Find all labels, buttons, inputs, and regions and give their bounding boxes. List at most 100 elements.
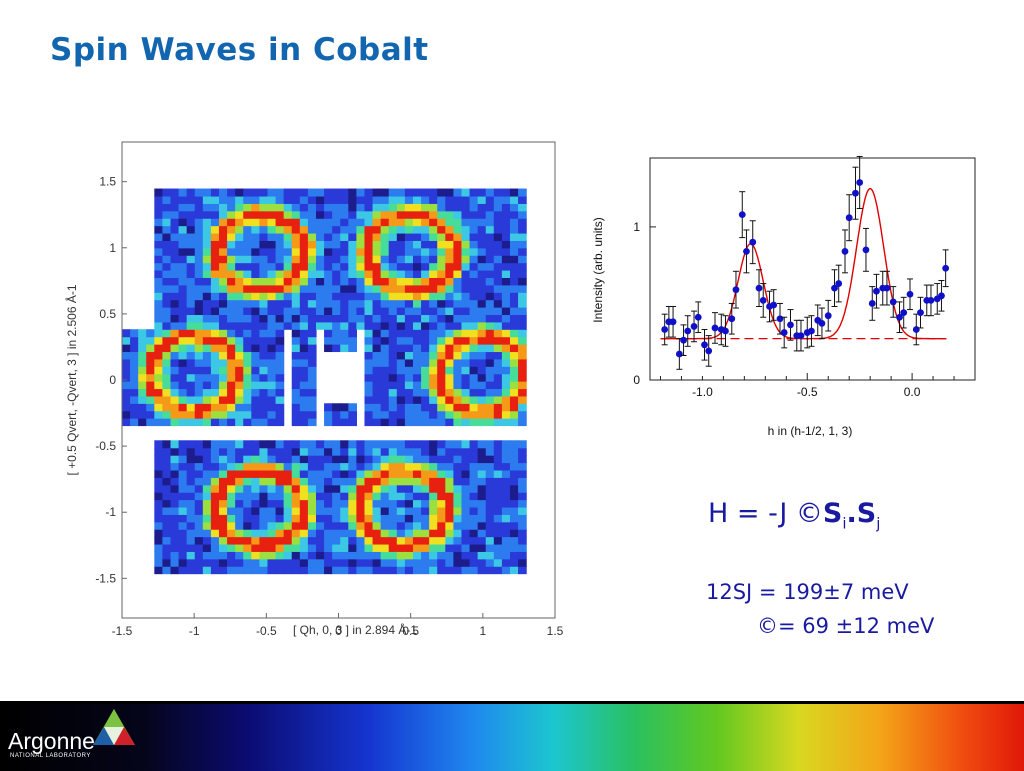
heatmap-cell xyxy=(162,314,172,323)
heatmap-cell xyxy=(364,395,374,404)
heatmap-cell xyxy=(509,188,519,197)
heatmap-cell xyxy=(235,321,244,330)
heatmap-cell xyxy=(315,484,325,493)
heatmap-cell xyxy=(170,558,180,567)
heatmap-cell xyxy=(340,447,349,456)
heatmap-cell xyxy=(453,336,463,345)
heatmap-cell xyxy=(404,529,414,538)
heatmap-cell xyxy=(251,543,260,552)
heatmap-cell xyxy=(210,410,220,419)
heatmap-cell xyxy=(340,292,349,301)
heatmap-cell xyxy=(485,307,495,316)
heatmap-cell xyxy=(162,440,172,449)
heatmap-cell xyxy=(267,255,277,264)
heatmap-cell xyxy=(194,381,204,390)
heatmap-cell xyxy=(388,403,398,412)
heatmap-cell xyxy=(380,558,390,567)
heatmap-cell xyxy=(364,403,374,412)
heatmap-cell xyxy=(437,514,446,523)
heatmap-cell xyxy=(259,240,269,249)
heatmap-cell xyxy=(388,499,398,508)
heatmap-cell xyxy=(404,558,414,567)
heatmap-cell xyxy=(259,307,269,316)
heatmap-cell xyxy=(307,203,317,212)
heatmap-cell xyxy=(412,329,422,338)
heatmap-cell xyxy=(477,395,487,404)
heatmap-cell xyxy=(437,410,446,419)
heatmap-cell xyxy=(283,269,293,278)
heatmap-cell xyxy=(324,492,333,501)
heatmap-cell xyxy=(493,299,503,308)
heatmap-cell xyxy=(162,492,172,501)
heatmap-cell xyxy=(251,344,260,353)
heatmap-cell xyxy=(453,551,463,560)
heatmap-cell xyxy=(412,410,422,419)
heatmap-cell xyxy=(453,232,463,241)
heatmap-cell xyxy=(146,336,155,345)
heatmap-cell xyxy=(469,336,479,345)
heatmap-cell xyxy=(412,477,422,486)
heatmap-cell xyxy=(227,344,236,353)
heatmap-cell xyxy=(421,262,430,271)
data-point xyxy=(675,350,683,358)
heatmap-cell xyxy=(340,543,349,552)
heatmap-cell xyxy=(372,566,382,575)
heatmap-cell xyxy=(170,440,180,449)
heatmap-cell xyxy=(518,440,527,449)
heatmap-cell xyxy=(210,381,220,390)
heatmap-cell xyxy=(493,395,503,404)
heatmap-cell xyxy=(421,410,430,419)
heatmap-cell xyxy=(404,551,414,560)
heatmap-cell xyxy=(291,381,301,390)
heatmap-cell xyxy=(130,395,139,404)
heatmap-cell xyxy=(251,381,260,390)
heatmap-cell xyxy=(178,492,188,501)
heatmap-cell xyxy=(243,321,252,330)
heatmap-cell xyxy=(477,462,487,471)
heatmap-cell xyxy=(243,203,252,212)
heatmap-cell xyxy=(243,492,252,501)
heatmap-cell xyxy=(202,521,212,530)
heatmap-cell xyxy=(404,418,414,427)
heatmap-cell xyxy=(469,536,479,545)
map-xtick-label: -0.5 xyxy=(256,624,277,638)
heatmap-cell xyxy=(194,506,204,515)
heatmap-cell xyxy=(227,269,236,278)
heatmap-cell xyxy=(235,403,244,412)
heatmap-cell xyxy=(461,255,471,264)
heatmap-cell xyxy=(404,314,414,323)
heatmap-cell xyxy=(210,440,220,449)
heatmap-cell xyxy=(356,499,366,508)
heatmap-cell xyxy=(396,314,406,323)
heatmap-cell xyxy=(170,344,180,353)
heatmap-cell xyxy=(518,551,527,560)
heatmap-cell xyxy=(332,321,341,330)
heatmap-cell xyxy=(445,292,454,301)
heatmap-cell xyxy=(218,262,228,271)
heatmap-cell xyxy=(178,447,188,456)
heatmap-cell xyxy=(332,240,341,249)
heatmap-cell xyxy=(469,329,479,338)
heatmap-cell xyxy=(218,521,228,530)
heatmap-cell xyxy=(518,262,527,271)
heatmap-cell xyxy=(396,218,406,227)
heatmap-cell xyxy=(154,210,164,219)
heatmap-cell xyxy=(348,566,357,575)
heatmap-cell xyxy=(178,506,188,515)
heatmap-cell xyxy=(202,292,212,301)
heatmap-cell xyxy=(372,418,382,427)
heatmap-cell xyxy=(227,447,236,456)
heatmap-cell xyxy=(218,299,228,308)
heatmap-cell xyxy=(485,255,495,264)
heatmap-cell xyxy=(202,366,212,375)
data-point xyxy=(917,309,924,317)
heatmap-cell xyxy=(227,247,236,256)
heatmap-cell xyxy=(477,373,487,382)
heatmap-cell xyxy=(445,418,454,427)
heatmap-cell xyxy=(509,269,519,278)
heatmap-cell xyxy=(178,203,188,212)
heatmap-cell xyxy=(299,492,309,501)
heatmap-cell xyxy=(122,336,131,345)
data-point xyxy=(862,246,870,254)
heatmap-cell xyxy=(227,351,236,360)
